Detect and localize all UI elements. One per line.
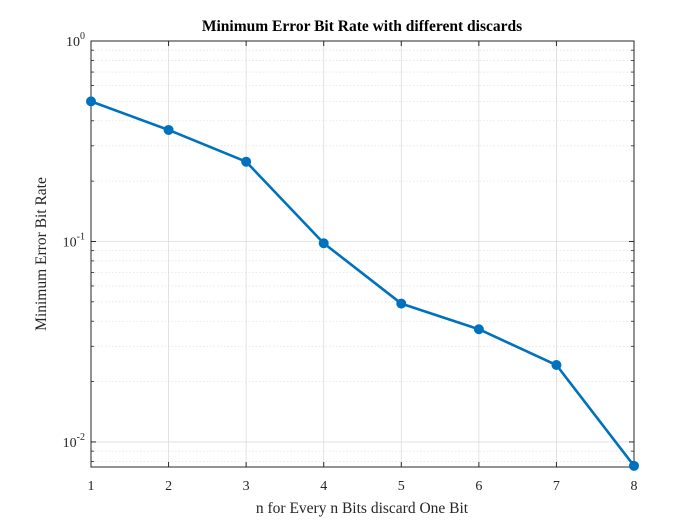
data-point — [551, 360, 562, 371]
y-axis-label: Minimum Error Bit Rate — [33, 177, 50, 331]
data-point — [86, 96, 96, 107]
y-tick-labels: 100 10-1 10-2 — [63, 31, 85, 451]
x-tick-labels: 1 2 3 4 5 6 7 8 — [88, 479, 638, 494]
ticks — [90, 40, 635, 467]
plot-area — [91, 41, 634, 467]
minor-grid — [91, 49, 634, 462]
x-tick-label: 1 — [88, 479, 95, 494]
data-point — [629, 460, 639, 471]
y-tick-label: 10-1 — [63, 231, 85, 250]
data-point — [396, 298, 407, 309]
x-tick-label: 6 — [475, 479, 482, 494]
y-tick-label: 100 — [66, 31, 85, 50]
y-tick-label: 10-2 — [63, 432, 85, 451]
data-point — [473, 324, 484, 335]
x-tick-label: 4 — [320, 479, 327, 494]
x-tick-label: 8 — [631, 479, 638, 494]
plot-frame — [90, 40, 635, 468]
series-line — [89, 100, 636, 468]
x-tick-label: 3 — [243, 479, 250, 494]
data-point — [241, 156, 252, 167]
axes-box — [90, 40, 635, 468]
x-axis-label: n for Every n Bits discard One Bit — [256, 500, 469, 517]
x-tick-label: 7 — [553, 479, 560, 494]
data-point — [163, 124, 174, 135]
chart-title: Minimum Error Bit Rate with different di… — [202, 18, 522, 35]
series-layer — [86, 96, 639, 471]
x-tick-label: 5 — [398, 479, 405, 494]
x-tick-label: 2 — [165, 479, 172, 494]
data-point — [318, 238, 329, 249]
